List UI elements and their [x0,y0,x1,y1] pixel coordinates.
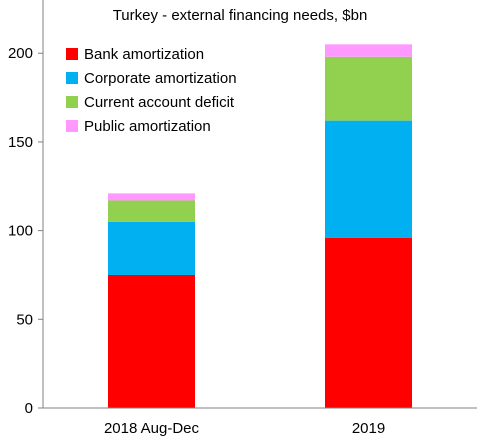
y-axis: 0 50 100 150 200 [8,0,44,417]
y-tick-label: 0 [25,400,33,417]
legend-swatch [66,48,78,60]
bar-segment [325,56,412,121]
legend-swatch [66,96,78,108]
legend-label: Bank amortization [84,46,204,63]
legend-label: Public amortization [84,118,211,135]
bar-segment [108,221,195,275]
y-tick-label: 100 [8,223,33,240]
bar-segment [325,237,412,408]
chart-title: Turkey - external financing needs, $bn [113,7,368,24]
bars [108,44,412,408]
legend: Bank amortization Corporate amortization C… [66,46,237,135]
bar-segment [108,200,195,222]
y-tick-label: 150 [8,134,33,151]
bar-segment [108,274,195,408]
x-tick-label: 2019 [352,420,385,437]
x-axis: 2018 Aug-Dec 2019 [43,407,477,437]
x-tick-label: 2018 Aug-Dec [104,420,200,437]
bar-segment [325,120,412,238]
legend-label: Current account deficit [84,94,235,111]
y-tick-label: 50 [16,311,33,328]
y-tick-label: 200 [8,45,33,62]
legend-label: Corporate amortization [84,70,237,87]
legend-swatch [66,72,78,84]
bar-segment [325,44,412,57]
legend-swatch [66,120,78,132]
bar-segment [108,193,195,201]
